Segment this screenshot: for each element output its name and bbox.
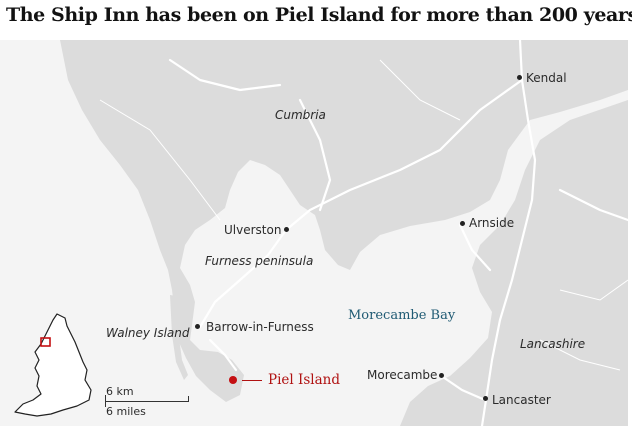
kendal-label: Kendal bbox=[526, 71, 567, 85]
furness-peninsula-label: Furness peninsula bbox=[205, 254, 314, 268]
land-lancashire bbox=[400, 100, 628, 426]
locator-highlight-box bbox=[40, 337, 51, 347]
arnside-label: Arnside bbox=[469, 216, 515, 230]
land-walney-island bbox=[170, 295, 188, 380]
scale-bar-tick-left bbox=[105, 395, 106, 407]
scale-km-label: 6 km bbox=[106, 385, 134, 398]
scale-miles-label: 6 miles bbox=[106, 405, 146, 418]
scale-bar-tick-right bbox=[188, 396, 189, 402]
ulverston-dot bbox=[284, 227, 289, 232]
map-basemap bbox=[0, 40, 628, 426]
piel-island-marker[interactable] bbox=[229, 376, 237, 384]
minor-roads bbox=[99, 59, 628, 371]
kendal-dot bbox=[517, 75, 522, 80]
barrow-label: Barrow-in-Furness bbox=[206, 320, 314, 334]
roads bbox=[168, 40, 628, 426]
page-title: The Ship Inn has been on Piel Island for… bbox=[6, 4, 632, 26]
ulverston-label: Ulverston bbox=[224, 223, 282, 237]
piel-island-label: Piel Island bbox=[268, 372, 340, 388]
map[interactable]: Kendal Cumbria Arnside Ulverston Furness… bbox=[0, 40, 628, 426]
lancaster-label: Lancaster bbox=[492, 393, 551, 407]
arnside-dot bbox=[460, 221, 465, 226]
locator-map-england bbox=[14, 313, 92, 417]
cumbria-label: Cumbria bbox=[275, 108, 326, 122]
lancaster-dot bbox=[483, 396, 488, 401]
piel-island-leader-line bbox=[242, 380, 262, 381]
lancashire-label: Lancashire bbox=[520, 337, 586, 351]
morecambe-dot bbox=[439, 373, 444, 378]
barrow-dot bbox=[195, 324, 200, 329]
walney-island-label: Walney Island bbox=[106, 326, 190, 340]
land-cumbria bbox=[60, 40, 628, 402]
england-outline bbox=[14, 313, 92, 417]
morecambe-label: Morecambe bbox=[367, 368, 438, 382]
scale-bar-horizontal bbox=[105, 401, 189, 402]
morecambe-bay-label: Morecambe Bay bbox=[348, 308, 456, 323]
